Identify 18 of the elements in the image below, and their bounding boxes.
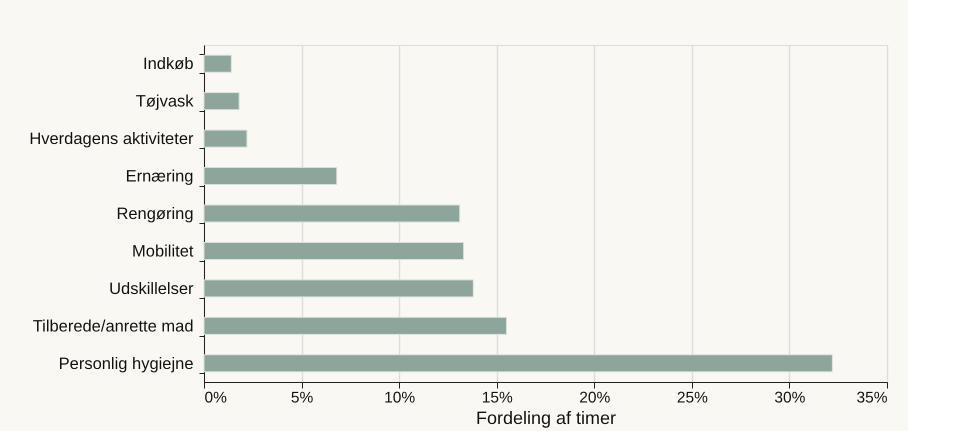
x-tick-label: 30% — [774, 390, 806, 406]
x-tick-label: 5% — [290, 390, 314, 406]
x-tick-label: 25% — [676, 390, 708, 406]
y-tick-label: Ernæring — [126, 168, 194, 186]
y-tick-label: Mobilitet — [132, 242, 194, 260]
x-tick-label: 10% — [384, 390, 416, 406]
x-tick-label: 20% — [579, 390, 611, 406]
y-tick-label: Tøjvask — [136, 92, 194, 111]
y-tick-label: Hverdagens aktiviteter — [29, 130, 194, 148]
x-tick-label: 0% — [204, 390, 228, 406]
y-tick-label: Udskillelser — [109, 280, 194, 298]
y-tick-label: Tilberede/anrette mad — [32, 317, 194, 336]
y-tick-label: Indkøb — [143, 55, 194, 74]
y-tick-label: Personlig hygiejne — [58, 354, 194, 373]
x-axis-title: Fordeling af timer — [476, 408, 616, 428]
x-tick-label: 35% — [856, 390, 888, 406]
x-tick-label: 15% — [482, 390, 513, 406]
y-tick-label: Rengøring — [116, 205, 194, 223]
